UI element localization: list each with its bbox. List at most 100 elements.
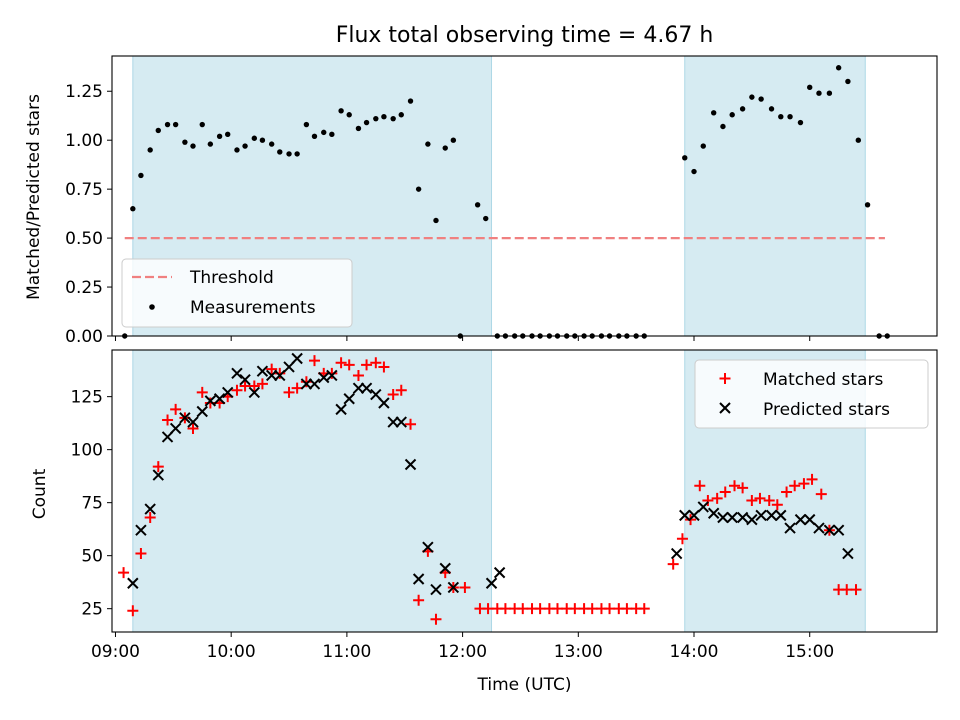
measurement-point [710, 110, 717, 116]
measurement-point [816, 90, 822, 96]
predicted-star-point [746, 513, 758, 526]
matched-star-point [413, 594, 425, 606]
x-axis-label: Time (UTC) [477, 675, 572, 695]
top-y-tick-label: 0.50 [65, 229, 103, 249]
bottom-y-axis-label: Count [30, 468, 50, 519]
predicted-star-point [352, 382, 365, 394]
predicted-star-point [688, 509, 700, 522]
matched-star-point [771, 499, 783, 511]
matched-star-point [746, 495, 758, 507]
matched-star-point [702, 495, 714, 507]
measurement-point [425, 141, 431, 147]
measurement-point [199, 121, 205, 128]
matched-star-point [711, 492, 723, 504]
legend-threshold-label: Threshold [189, 268, 274, 288]
predicted-star-point [360, 382, 373, 394]
matched-star-point [187, 422, 199, 434]
predicted-star-point [343, 393, 355, 405]
measurement-point [251, 135, 258, 141]
matched-star-point [754, 492, 766, 504]
predicted-star-point [169, 422, 182, 435]
measurement-point [835, 65, 842, 71]
matched-star-point [283, 386, 295, 398]
top-y-tick-label: 0.25 [65, 278, 103, 298]
predicted-star-point [127, 577, 139, 589]
matched-star-point [266, 363, 278, 375]
predicted-star-point [152, 469, 164, 481]
predicted-star-point [213, 393, 226, 405]
legend-predicted-swatch [719, 402, 731, 414]
bottom-series-1 [118, 355, 862, 625]
x-tick-label: 12:00 [438, 642, 487, 662]
measurement-point [381, 113, 387, 120]
measurement-point [797, 119, 804, 126]
x-tick-label: 09:00 [91, 642, 140, 662]
matched-star-point [694, 480, 706, 492]
predicted-star-point [300, 378, 313, 390]
matched-star-point [231, 384, 243, 396]
measurement-point [303, 121, 310, 128]
top-legend: Threshold Measurements [121, 258, 353, 328]
measurement-point [268, 141, 275, 147]
predicted-star-point [804, 513, 816, 526]
measurement-point [442, 145, 448, 151]
matched-star-point [127, 605, 139, 617]
matched-star-point [335, 357, 347, 369]
measurement-point [864, 202, 871, 208]
predicted-star-point [308, 378, 321, 390]
top-y-axis-label: Matched/Predicted stars [24, 94, 44, 300]
measurement-point [483, 215, 489, 222]
matched-star-point [517, 603, 529, 615]
matched-star-point [638, 603, 650, 615]
predicted-star-point [239, 373, 251, 386]
measurement-point [700, 143, 706, 149]
predicted-star-point [387, 416, 399, 428]
bottom-legend: Matched stars Predicted stars [694, 359, 929, 429]
measurement-point [450, 137, 457, 143]
matched-star-point [586, 603, 598, 615]
x-tick-label: 10:00 [207, 642, 256, 662]
predicted-star-point [404, 458, 417, 471]
measurement-point [225, 131, 231, 138]
matched-star-point [343, 359, 355, 371]
x-tick-label: 11:00 [322, 642, 371, 662]
measurement-point [398, 112, 404, 118]
measurement-point [363, 119, 370, 126]
top-y-tick-label: 0.00 [65, 327, 103, 347]
matched-star-point [459, 581, 471, 593]
measurement-point [720, 123, 726, 130]
predicted-star-point [823, 524, 836, 536]
predicted-star-point [412, 573, 425, 585]
predicted-star-point [179, 412, 191, 424]
measurement-point [739, 106, 746, 112]
measurement-point [329, 131, 335, 138]
measurement-point [190, 143, 196, 149]
top-y-tick-label: 1.00 [65, 131, 103, 151]
predicted-star-point [813, 522, 825, 534]
measurement-point [277, 149, 283, 155]
matched-star-point [798, 478, 810, 490]
top-series-1 [122, 65, 890, 339]
matched-star-point [387, 389, 399, 401]
predicted-star-point [697, 501, 709, 513]
bottom-y-tick-label: 100 [71, 441, 103, 461]
matched-star-point [118, 567, 130, 579]
top-legend-box [121, 258, 353, 328]
bottom-series-2 [127, 352, 854, 596]
predicted-star-point [736, 511, 749, 524]
legend-matched-label: Matched stars [763, 370, 883, 390]
predicted-star-point [670, 547, 683, 560]
predicted-star-point [378, 397, 390, 409]
bottom-y-tick-label: 75 [81, 494, 103, 514]
predicted-star-point [204, 395, 217, 407]
matched-star-point [737, 482, 749, 494]
matched-star-point [781, 486, 793, 498]
measurement-point [758, 96, 764, 102]
bottom-y-tick-label: 50 [81, 547, 103, 567]
measurement-point [346, 112, 352, 118]
matched-star-point [274, 367, 286, 379]
measurement-point [182, 139, 188, 145]
measurement-point [778, 113, 784, 120]
matched-star-point [308, 355, 320, 367]
matched-star-point [135, 548, 147, 560]
